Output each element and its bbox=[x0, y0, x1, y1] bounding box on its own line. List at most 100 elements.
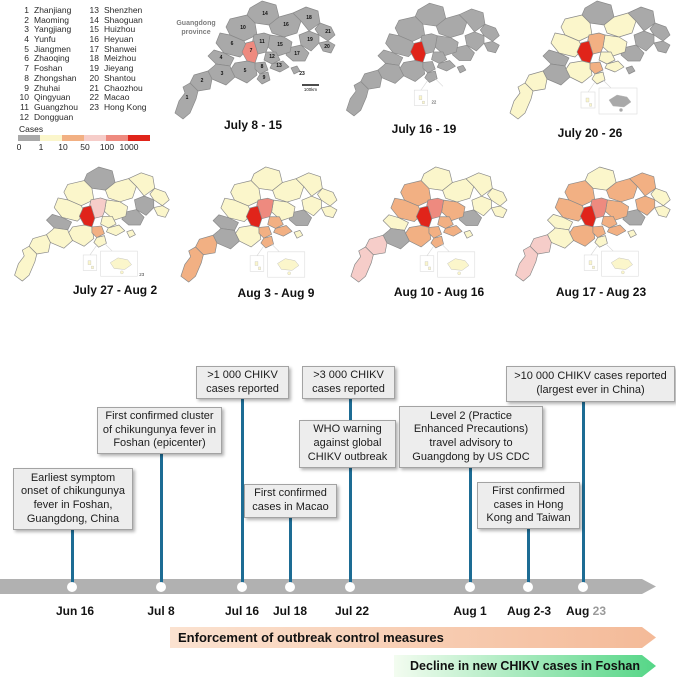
region-dongguan bbox=[598, 51, 616, 65]
event-text: Level 2 (Practice Enhanced Precautions) … bbox=[412, 409, 530, 463]
region-zhuhai bbox=[93, 235, 107, 248]
city-index-item-meizhou: 18 Meizhou bbox=[88, 54, 147, 64]
region-jiangmen bbox=[68, 224, 95, 247]
region-shanwei bbox=[288, 209, 312, 226]
inset-connector-hongkong bbox=[441, 243, 450, 253]
inset-connector-macao bbox=[587, 81, 596, 93]
region-zhuhai bbox=[430, 235, 444, 249]
region-shantou bbox=[318, 40, 336, 54]
timeline-marker-8 bbox=[578, 581, 588, 592]
city-index-item-zhanjiang: 1 Zhanjiang bbox=[18, 5, 78, 16]
city-number: 21 bbox=[89, 82, 99, 93]
region-jiangmen bbox=[565, 60, 593, 84]
region-number-7: 7 bbox=[250, 48, 253, 54]
city-name: Zhaoqing bbox=[34, 53, 70, 64]
inset-connector-hongkong bbox=[605, 243, 614, 252]
region-number-12: 12 bbox=[269, 54, 275, 60]
event-text: >10 000 CHIKV cases reported (largest ev… bbox=[514, 370, 667, 396]
region-number-4: 4 bbox=[220, 55, 223, 61]
map-period-5 bbox=[168, 166, 344, 285]
inset-macao-area bbox=[588, 260, 593, 265]
city-index-item-yangjiang: 3 Yangjiang bbox=[18, 25, 78, 35]
region-qingyuan bbox=[560, 14, 593, 42]
region-number-9: 9 bbox=[263, 75, 266, 81]
inset-macao-area bbox=[254, 261, 259, 266]
region-shantou bbox=[153, 205, 170, 218]
region-shantou bbox=[653, 40, 671, 54]
map-period-6 bbox=[338, 166, 514, 285]
region-shanwei bbox=[452, 44, 475, 61]
timeline-connector-3 bbox=[240, 396, 244, 586]
region-number-20: 20 bbox=[324, 44, 330, 50]
event-box-jul8: First confirmed cluster of chikungunya f… bbox=[97, 407, 222, 454]
timeline-date-jul-8: Jul 8 bbox=[147, 604, 174, 618]
region-zhongshan bbox=[254, 61, 269, 75]
inset-macao-area bbox=[418, 95, 423, 100]
timeline-marker-2 bbox=[156, 581, 166, 592]
region-shanwei bbox=[285, 44, 310, 62]
city-index-item-shaoguan: 14 Shaoguan bbox=[88, 15, 147, 26]
inset-connector-hongkong bbox=[602, 79, 612, 89]
event-box-jul22-who: WHO warning against global CHIKV outbrea… bbox=[299, 420, 396, 468]
city-name: Macao bbox=[104, 92, 130, 103]
region-qingyuan bbox=[564, 180, 596, 207]
city-index-item-shantou: 20 Shantou bbox=[88, 73, 147, 84]
cases-tick-50: 50 bbox=[80, 142, 90, 152]
city-index-item-dongguan: 12 Dongguan bbox=[18, 112, 78, 123]
timeline-connector-4 bbox=[288, 514, 292, 586]
region-number-8: 8 bbox=[261, 64, 264, 70]
region-shenzhen bbox=[273, 225, 293, 237]
inset-hongkong-island bbox=[120, 270, 124, 275]
region-jieyang bbox=[134, 195, 155, 216]
city-name: Shanwei bbox=[104, 43, 137, 54]
region-heyuan bbox=[435, 14, 468, 38]
region-number-2: 2 bbox=[201, 78, 204, 84]
region-hongkong bbox=[456, 64, 467, 74]
event-box-jul16: >1 000 CHIKV cases reported bbox=[196, 366, 289, 399]
region-zhuhai bbox=[424, 70, 438, 83]
cases-tick-1: 1 bbox=[38, 142, 44, 152]
region-number-13: 13 bbox=[276, 63, 282, 69]
cases-color-segment-1000 bbox=[128, 135, 150, 141]
region-shenzhen bbox=[436, 60, 456, 72]
inset-hongkong-island bbox=[287, 271, 291, 276]
inset-connector-macao bbox=[426, 245, 435, 256]
timeline-marker-7 bbox=[523, 581, 533, 592]
cases-color-segment-0 bbox=[18, 135, 40, 141]
map-svg bbox=[180, 166, 338, 283]
map-period-2: 22 bbox=[334, 2, 506, 119]
city-number: 7 bbox=[24, 63, 29, 74]
city-number: 2 bbox=[24, 14, 29, 25]
region-zhuhai bbox=[591, 71, 606, 85]
city-name: Qingyuan bbox=[34, 92, 71, 103]
event-box-jul18: First confirmed cases in Macao bbox=[244, 484, 337, 518]
region-dongguan bbox=[100, 215, 117, 229]
inset-connector-macao bbox=[590, 245, 598, 256]
region-jiangmen bbox=[569, 224, 596, 247]
cases-scale-ticks: 0 1 10 50 100 1000 bbox=[0, 142, 200, 152]
timeline-date-jul-22: Jul 22 bbox=[335, 604, 369, 618]
city-name: Zhongshan bbox=[34, 72, 77, 83]
city-index-item-shenzhen: 13 Shenzhen bbox=[88, 5, 147, 16]
inset-connector-hongkong bbox=[435, 78, 444, 87]
city-index-item-shanwei: 17 Shanwei bbox=[88, 43, 147, 55]
region-zhongshan bbox=[589, 61, 604, 75]
map-caption-4: July 27 - Aug 2 bbox=[72, 283, 158, 297]
city-number: 19 bbox=[89, 63, 99, 74]
region-jieyang bbox=[471, 195, 492, 217]
date-text-grey: 23 bbox=[589, 604, 607, 618]
region-hongkong bbox=[126, 229, 136, 238]
region-hongkong bbox=[290, 65, 301, 75]
event-text: First confirmed cases in Macao bbox=[252, 487, 329, 513]
region-zhongshan bbox=[91, 225, 105, 238]
inset-macao-area2 bbox=[91, 265, 94, 269]
timeline-marker-5 bbox=[345, 581, 355, 592]
region-zhanjiang bbox=[350, 246, 374, 283]
cases-color-scale bbox=[18, 135, 150, 141]
event-text: First confirmed cluster of chikungunya f… bbox=[102, 409, 217, 450]
region-shanwei bbox=[622, 209, 646, 226]
region-zhongshan bbox=[592, 225, 606, 238]
region-jieyang bbox=[633, 30, 655, 52]
region-yangjiang bbox=[547, 227, 574, 249]
